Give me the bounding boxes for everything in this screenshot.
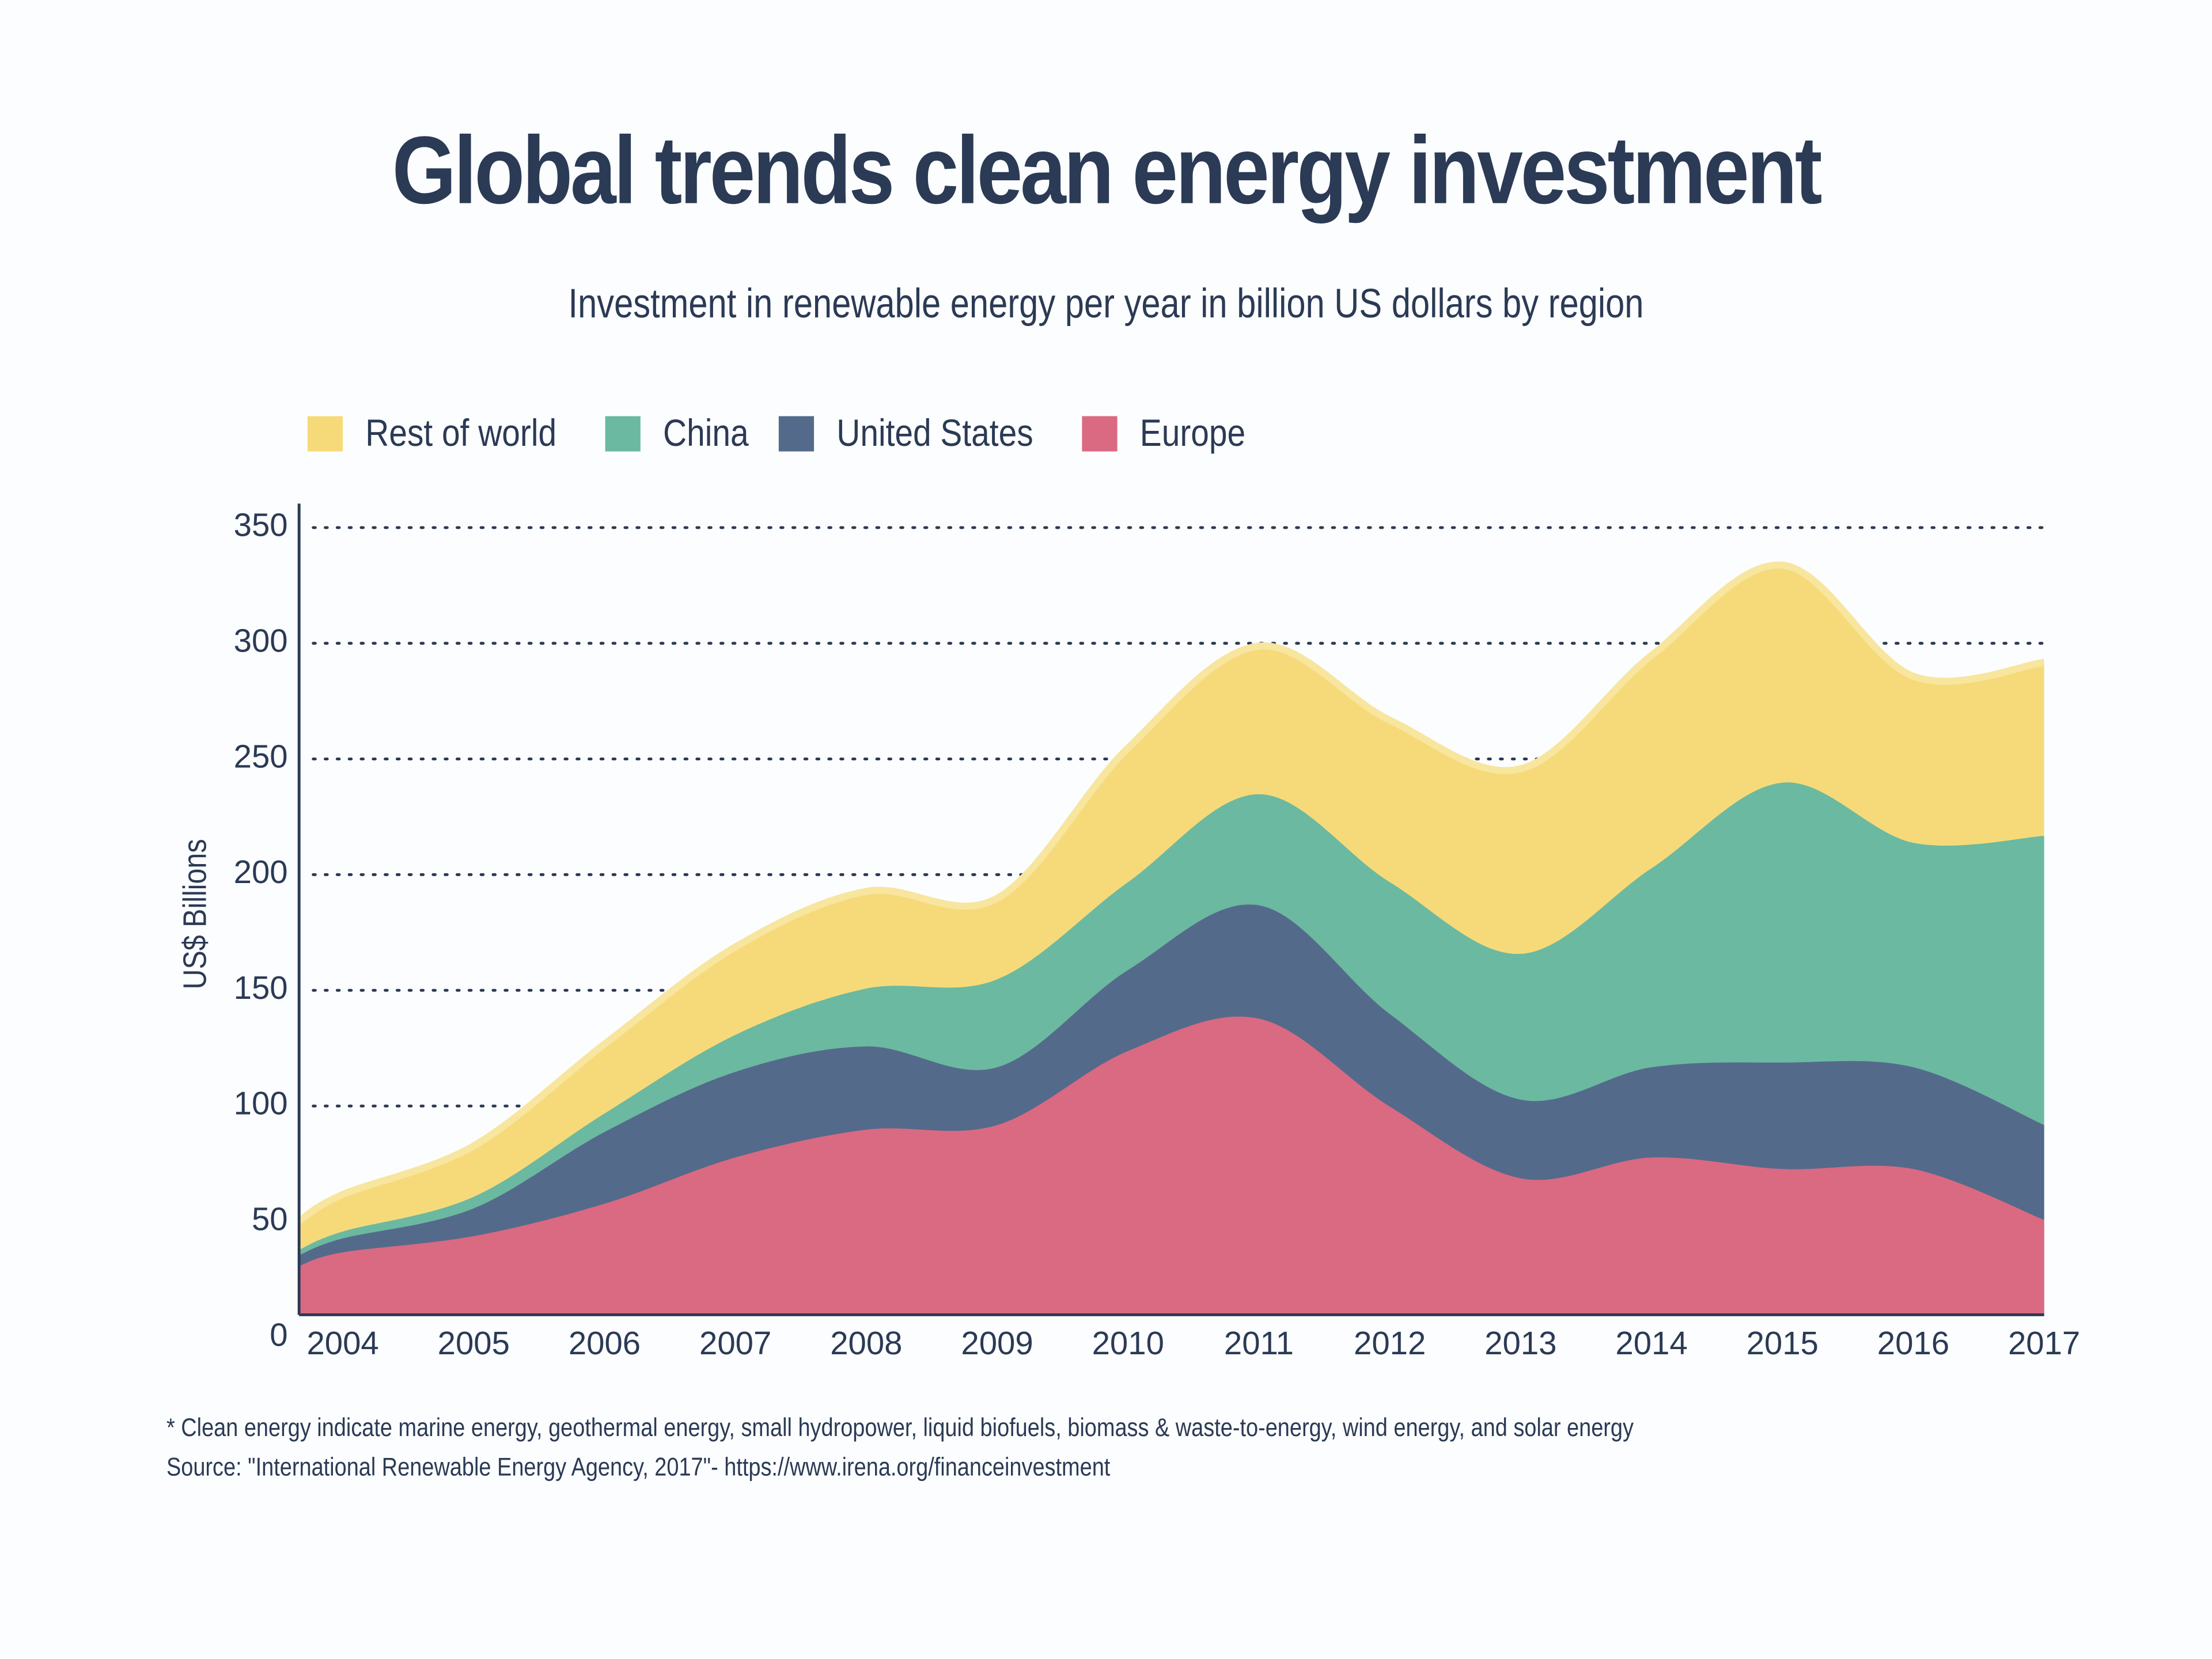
chart-subtitle: Investment in renewable energy per year … — [568, 282, 1644, 328]
x-tick-label: 2016 — [1877, 1325, 1949, 1361]
area-europe — [299, 1016, 2044, 1315]
x-tick-label: 2004 — [306, 1325, 378, 1361]
x-tick-label: 2013 — [1484, 1325, 1556, 1361]
footnote-source: Source: "International Renewable Energy … — [166, 1453, 1111, 1482]
legend-swatch — [779, 416, 815, 452]
y-tick-label: 350 — [234, 507, 288, 543]
y-tick-label: 150 — [234, 969, 288, 1006]
x-tick-label: 2005 — [438, 1325, 510, 1361]
area-top-edge — [297, 562, 2045, 1224]
x-tick-label: 2007 — [699, 1325, 771, 1361]
x-tick-label: 2014 — [1615, 1325, 1687, 1361]
y-tick-label: 50 — [252, 1201, 288, 1237]
x-tick-label: 2009 — [961, 1325, 1033, 1361]
y-axis-label: US$ Billions — [177, 839, 213, 989]
x-tick-label: 2008 — [830, 1325, 902, 1361]
legend-swatch — [307, 416, 343, 452]
y-tick-label: 100 — [234, 1085, 288, 1122]
legend-swatch — [604, 416, 640, 452]
x-tick-label: 2017 — [2008, 1325, 2080, 1361]
x-tick-label: 2006 — [569, 1325, 641, 1361]
legend: Rest of world China United States Europe — [307, 412, 1280, 456]
legend-swatch — [1082, 416, 1118, 452]
x-tick-label: 2011 — [1224, 1325, 1294, 1361]
x-tick-label: 2015 — [1747, 1325, 1819, 1361]
legend-item-europe[interactable]: Europe — [1082, 412, 1246, 456]
legend-label: China — [662, 412, 748, 454]
y-tick-label: 250 — [234, 738, 288, 774]
footnote-definition: * Clean energy indicate marine energy, g… — [166, 1413, 1634, 1442]
y-tick-label: 0 — [270, 1316, 287, 1353]
legend-item-united-states[interactable]: United States — [779, 412, 1046, 456]
x-tick-label: 2012 — [1354, 1325, 1426, 1361]
y-tick-label: 200 — [234, 854, 288, 890]
x-tick-label: 2010 — [1092, 1325, 1164, 1361]
chart-title: Global trends clean energy investment — [392, 117, 1823, 225]
legend-item-china[interactable]: China — [604, 412, 748, 456]
legend-item-rest-of-world[interactable]: Rest of world — [307, 412, 568, 456]
legend-label: Europe — [1140, 412, 1246, 454]
y-tick-label: 300 — [234, 622, 288, 658]
legend-label: United States — [836, 412, 1033, 454]
legend-label: Rest of world — [365, 412, 557, 454]
